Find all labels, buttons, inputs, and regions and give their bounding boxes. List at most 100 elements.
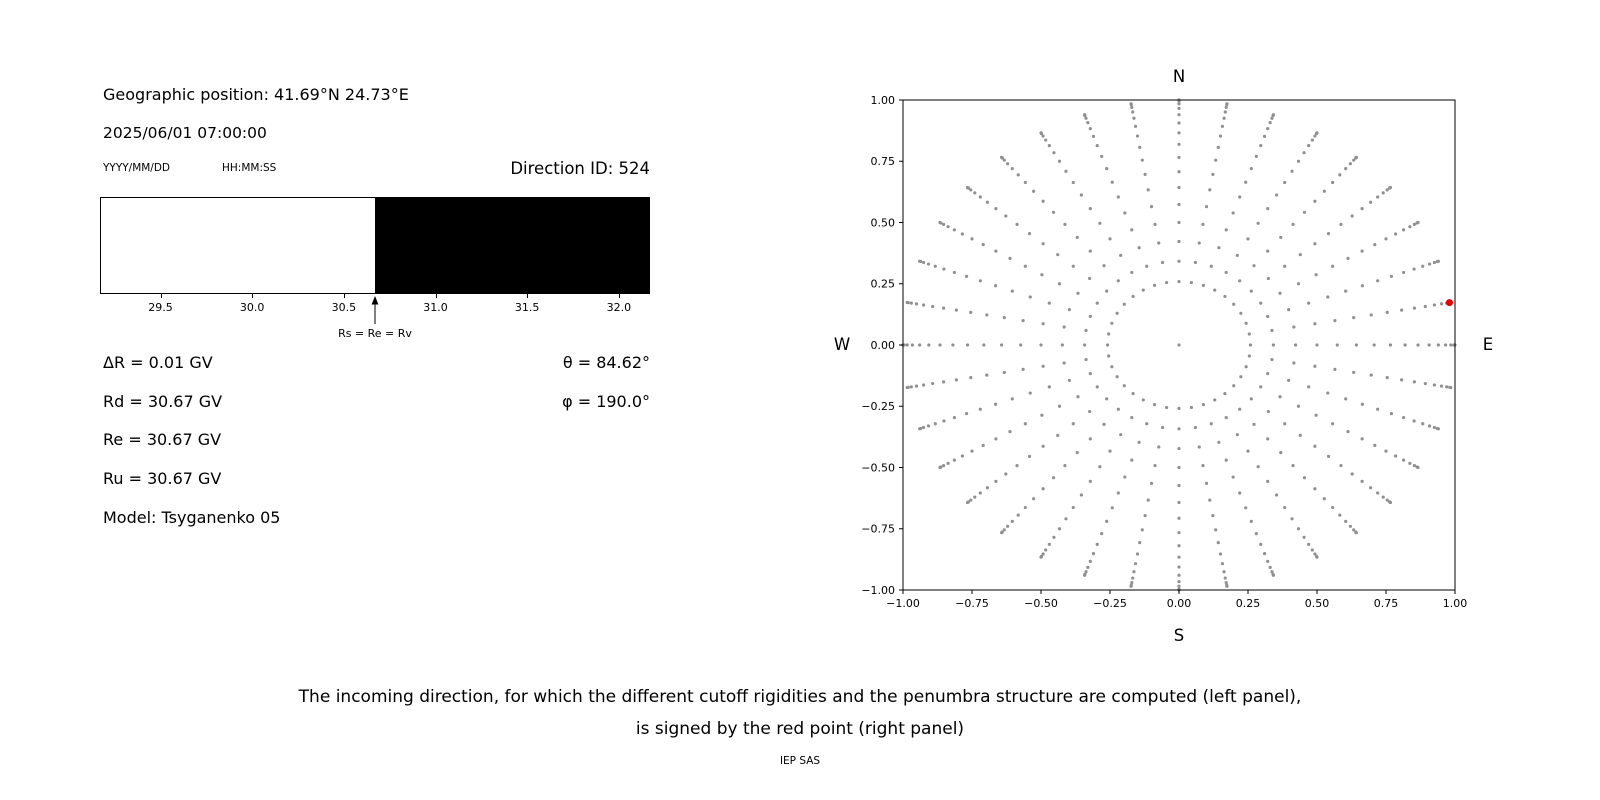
direction-grid-point xyxy=(1232,384,1236,388)
direction-grid-point xyxy=(1231,475,1235,479)
y-tick-label: 1.00 xyxy=(871,94,896,107)
direction-grid-point xyxy=(952,270,956,275)
direction-grid-point xyxy=(981,443,985,447)
direction-grid-point xyxy=(1177,343,1181,347)
direction-grid-point xyxy=(1256,465,1260,469)
direction-grid-point xyxy=(1266,207,1270,211)
direction-grid-point xyxy=(1084,328,1088,333)
direction-grid-point xyxy=(985,373,989,377)
direction-grid-point xyxy=(1314,413,1318,417)
direction-grid-point xyxy=(952,458,956,462)
direction-grid-point xyxy=(1249,167,1253,171)
direction-grid-point xyxy=(1088,372,1092,376)
delta-r-text: ΔR = 0.01 GV xyxy=(103,353,213,372)
direction-grid-point xyxy=(933,422,937,426)
direction-grid-point xyxy=(1056,433,1060,437)
direction-grid-point xyxy=(1315,555,1319,559)
direction-grid-point xyxy=(1213,288,1217,292)
direction-grid-point xyxy=(1052,535,1056,539)
direction-grid-point xyxy=(1296,404,1301,408)
direction-grid-point xyxy=(960,454,964,458)
direction-grid-point xyxy=(1354,155,1359,159)
direction-grid-point xyxy=(1062,361,1066,365)
direction-grid-point xyxy=(1211,172,1215,176)
direction-grid-point xyxy=(1002,316,1006,320)
direction-grid-point xyxy=(1249,397,1253,401)
direction-grid-point xyxy=(1115,375,1119,379)
direction-grid-point xyxy=(1421,264,1425,268)
direction-grid-point xyxy=(1268,121,1272,125)
direction-grid-point xyxy=(965,500,970,505)
direction-grid-point xyxy=(918,427,922,431)
direction-grid-point xyxy=(1298,253,1302,257)
direction-grid-point xyxy=(1177,106,1181,110)
direction-grid-point xyxy=(1412,222,1416,226)
direction-grid-point xyxy=(1208,498,1212,502)
x-tick-label: −1.00 xyxy=(886,597,920,610)
direction-grid-point xyxy=(969,310,973,315)
direction-grid-point xyxy=(1307,144,1311,148)
direction-grid-point xyxy=(1130,581,1134,585)
direction-grid-point xyxy=(982,343,986,347)
direction-grid-point xyxy=(1075,451,1079,455)
direction-grid-point xyxy=(1116,195,1120,199)
direction-grid-point xyxy=(1193,425,1197,430)
direction-grid-point xyxy=(1204,205,1209,209)
direction-grid-point xyxy=(1130,415,1134,420)
direction-grid-point xyxy=(1177,102,1181,106)
direction-grid-point xyxy=(1130,105,1134,109)
direction-grid-point xyxy=(1290,169,1294,173)
direction-grid-point xyxy=(1032,189,1036,193)
direction-grid-point xyxy=(1131,391,1135,396)
direction-grid-point xyxy=(1432,425,1437,430)
direction-grid-point xyxy=(1274,193,1279,197)
direction-grid-point xyxy=(946,461,950,465)
direction-grid-point xyxy=(1326,391,1330,395)
direction-grid-point xyxy=(1292,325,1296,329)
direction-grid-point xyxy=(914,384,919,388)
x-tick-label: 0.75 xyxy=(1374,597,1399,610)
direction-grid-point xyxy=(1177,202,1181,207)
direction-grid-point xyxy=(1079,193,1084,197)
direction-grid-point xyxy=(1140,528,1144,532)
direction-grid-point xyxy=(1027,454,1032,458)
x-tick-label: −0.25 xyxy=(1093,597,1127,610)
direction-grid-point xyxy=(960,232,964,236)
direction-grid-point xyxy=(1369,373,1373,377)
direction-grid-point xyxy=(1381,495,1385,499)
direction-grid-point xyxy=(1384,237,1388,241)
direction-grid-point xyxy=(1350,472,1354,476)
x-tick-label: 0.25 xyxy=(1236,597,1261,610)
direction-grid-point xyxy=(1041,134,1045,138)
direction-grid-point xyxy=(985,313,989,317)
direction-grid-point xyxy=(994,479,998,483)
direction-grid-point xyxy=(918,343,922,347)
direction-grid-point xyxy=(1344,167,1348,171)
direction-grid-point xyxy=(1119,253,1123,257)
time-format-label: HH:MM:SS xyxy=(222,162,277,174)
direction-grid-point xyxy=(1296,159,1301,163)
direction-grid-point xyxy=(918,259,922,263)
direction-grid-point xyxy=(994,402,998,406)
direction-grid-point xyxy=(1079,493,1084,497)
direction-grid-point xyxy=(1271,113,1275,117)
direction-grid-point xyxy=(1283,422,1287,426)
direction-grid-point xyxy=(1246,237,1250,241)
direction-grid-point xyxy=(964,274,969,278)
direction-grid-point xyxy=(942,380,946,384)
direction-grid-point xyxy=(1266,314,1270,318)
direction-grid-point xyxy=(1177,446,1181,451)
direction-grid-point xyxy=(946,225,950,229)
direction-grid-point xyxy=(1223,294,1227,299)
direction-grid-point xyxy=(1222,116,1226,120)
direction-grid-point xyxy=(969,188,973,192)
direction-grid-point xyxy=(1338,513,1342,517)
direction-grid-point xyxy=(1296,282,1301,286)
direction-grid-point xyxy=(1315,343,1319,347)
direction-grid-point xyxy=(1235,433,1239,437)
direction-grid-point xyxy=(1086,121,1090,125)
direction-grid-point xyxy=(1129,584,1133,588)
direction-grid-point xyxy=(1149,481,1154,485)
direction-grid-point xyxy=(1131,110,1135,114)
direction-grid-point xyxy=(1331,422,1335,426)
